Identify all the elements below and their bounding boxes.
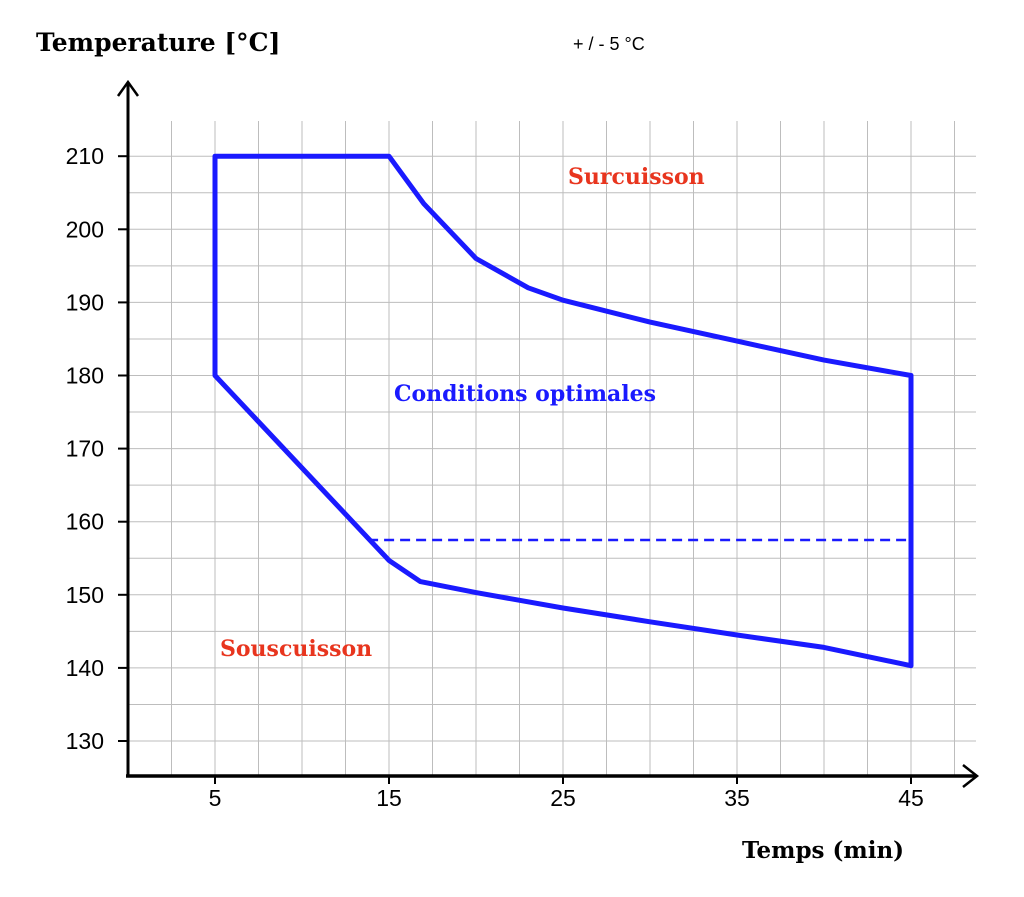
region-label-surcuisson: Surcuisson	[568, 164, 705, 190]
y-tick-label: 140	[66, 655, 104, 681]
x-tick-label: 45	[898, 785, 924, 811]
x-tick-label: 25	[550, 785, 576, 811]
x-tick-label: 15	[376, 785, 402, 811]
y-tick-label: 180	[66, 363, 104, 389]
y-tick-label: 200	[66, 216, 104, 242]
region-label-souscuisson: Souscuisson	[220, 636, 372, 662]
y-axis-arrow	[116, 79, 140, 97]
y-tick-label: 150	[66, 582, 104, 608]
x-tick-label: 5	[209, 785, 222, 811]
y-tick-label: 130	[66, 728, 104, 754]
grid	[127, 121, 976, 776]
y-tick-label: 210	[66, 143, 104, 169]
ticks: 130 140 150 160 170 180 190 200 210 5 15 25 35 45	[66, 143, 924, 811]
x-tick-label: 35	[724, 785, 750, 811]
y-tick-label: 190	[66, 289, 104, 315]
x-axis-arrow	[962, 764, 980, 788]
optimal-zone-boundary	[212, 153, 914, 669]
y-tick-label: 160	[66, 509, 104, 535]
x-axis-title: Temps (min)	[742, 837, 904, 864]
series-layer	[212, 153, 914, 669]
tolerance-label: + / - 5 °C	[573, 34, 645, 54]
y-tick-label: 170	[66, 436, 104, 462]
region-label-conditions-optimales: Conditions optimales	[394, 381, 656, 407]
y-axis-title: Temperature [°C]	[36, 28, 280, 57]
